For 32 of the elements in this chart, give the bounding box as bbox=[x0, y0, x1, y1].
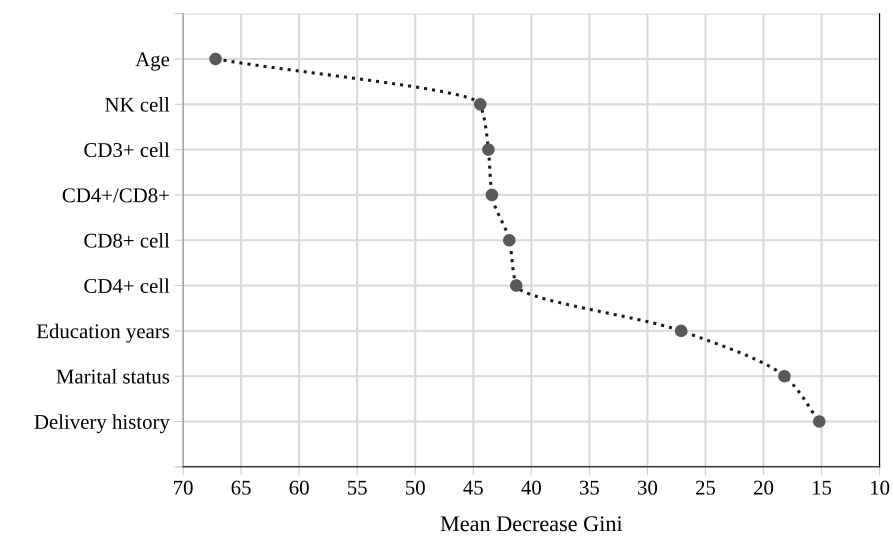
point bbox=[474, 98, 487, 111]
y-tick-label: CD8+ cell bbox=[84, 233, 170, 248]
x-tick-label: 55 bbox=[348, 480, 367, 495]
point bbox=[482, 143, 495, 156]
x-tick-label: 70 bbox=[174, 480, 193, 495]
x-tick-label: 15 bbox=[812, 480, 832, 495]
x-tick-label: 60 bbox=[290, 480, 309, 495]
x-tick-label: 65 bbox=[232, 480, 251, 495]
y-tick-label: CD4+/CD8+ bbox=[62, 188, 169, 202]
x-tick-label: 35 bbox=[580, 480, 599, 495]
x-axis-title: Mean Decrease Gini bbox=[440, 516, 622, 532]
y-tick-label: Education years bbox=[36, 324, 170, 343]
x-tick-label: 40 bbox=[521, 480, 541, 495]
point bbox=[486, 188, 498, 202]
y-tick-label: NK cell bbox=[105, 97, 170, 112]
point bbox=[778, 370, 791, 382]
x-tick-label: 45 bbox=[463, 480, 483, 495]
point bbox=[510, 279, 522, 292]
y-tick-label: CD3+ cell bbox=[84, 142, 170, 158]
point bbox=[503, 234, 516, 246]
point bbox=[674, 324, 688, 338]
y-tick-label: Marital status bbox=[56, 368, 170, 384]
y-tick-label: Age bbox=[135, 52, 170, 71]
x-tick-label: 30 bbox=[638, 480, 658, 495]
y-tick-label: CD4+ cell bbox=[84, 278, 170, 293]
point bbox=[209, 52, 222, 66]
point bbox=[812, 415, 826, 428]
x-tick-label: 20 bbox=[754, 480, 774, 495]
x-tick-label: 25 bbox=[696, 480, 716, 495]
x-tick-label: 50 bbox=[406, 480, 425, 495]
y-tick-label: Delivery history bbox=[34, 414, 170, 434]
x-tick-label: 10 bbox=[871, 480, 890, 495]
